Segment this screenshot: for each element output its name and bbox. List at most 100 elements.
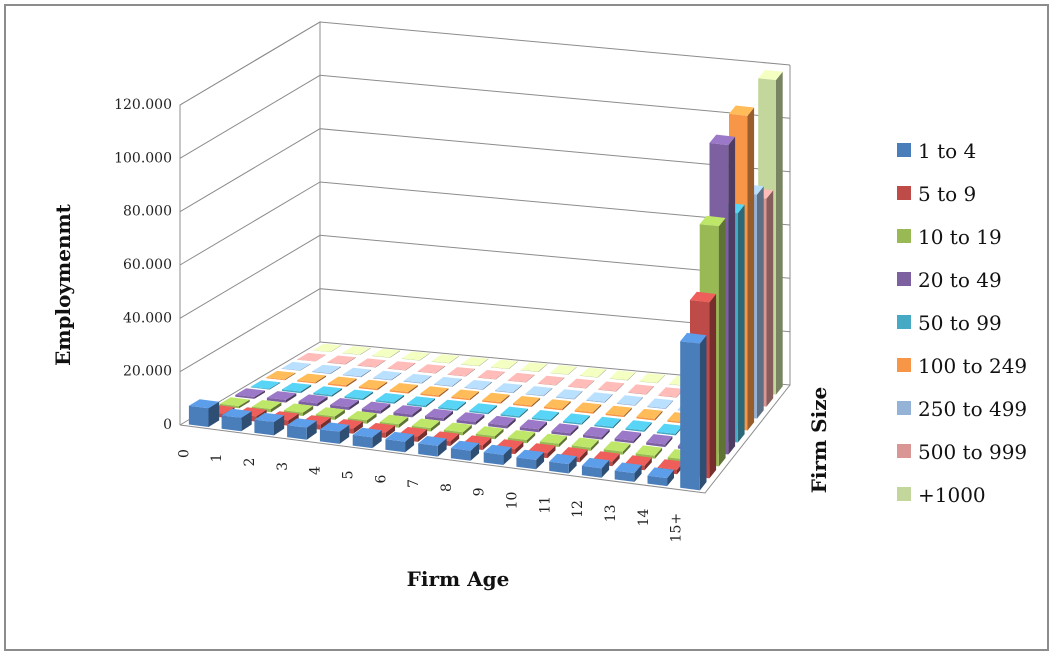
bar-side xyxy=(543,388,553,397)
bar xyxy=(235,388,265,399)
bar-side xyxy=(315,375,326,384)
bar-side xyxy=(439,388,449,397)
bar-side xyxy=(389,350,401,358)
bar xyxy=(605,405,632,418)
bar-side xyxy=(443,410,453,422)
bar-front xyxy=(580,375,598,378)
bar-front xyxy=(639,381,658,384)
bar xyxy=(357,358,386,368)
bar-top xyxy=(352,427,382,438)
bar-top xyxy=(635,445,663,456)
y-tick-label: 80.000 xyxy=(123,204,172,220)
bar-front xyxy=(319,429,340,444)
gridline xyxy=(179,21,791,106)
bar-side xyxy=(399,417,409,428)
legend-item: 500 to 999 xyxy=(897,440,1027,464)
bar-front xyxy=(605,413,625,418)
bar-front xyxy=(495,390,514,394)
bar-side xyxy=(601,460,610,478)
bar-side xyxy=(657,374,665,384)
bar xyxy=(297,352,326,362)
bar-top xyxy=(313,386,343,395)
bar-front xyxy=(250,386,270,390)
bar-front xyxy=(594,424,613,429)
bar xyxy=(254,412,285,436)
bar-top xyxy=(568,378,595,388)
bar-side xyxy=(531,397,541,407)
gridlines xyxy=(179,21,791,373)
bar-side xyxy=(665,400,674,409)
bar xyxy=(639,373,665,384)
bar-front xyxy=(464,387,483,390)
bar-top xyxy=(342,367,372,377)
bar-side xyxy=(728,136,736,455)
bar xyxy=(531,410,559,422)
x-tick-label: 13 xyxy=(603,504,619,522)
bar-top xyxy=(281,361,311,371)
bar-top xyxy=(690,291,717,303)
bar-top xyxy=(443,422,472,433)
bar-front xyxy=(352,434,373,449)
x-tick-label: 2 xyxy=(242,458,258,467)
bar xyxy=(583,426,610,440)
bar xyxy=(312,364,341,374)
bar-top xyxy=(571,437,599,448)
bar-side xyxy=(590,439,599,451)
bar-front xyxy=(188,405,209,427)
bar-front xyxy=(625,428,645,432)
bar-side xyxy=(513,384,523,394)
bar xyxy=(406,396,435,408)
bar-front xyxy=(281,368,300,371)
bar-front xyxy=(266,377,285,381)
bar-front xyxy=(568,386,586,389)
legend-swatch xyxy=(897,272,911,286)
bar-side xyxy=(456,401,466,411)
bar-front xyxy=(586,399,605,403)
bar-top xyxy=(298,394,328,404)
bar-top xyxy=(729,105,755,116)
bar xyxy=(580,367,607,378)
bar-front xyxy=(477,377,496,380)
bar-front xyxy=(636,416,655,421)
bar xyxy=(581,457,610,478)
bar-front xyxy=(513,403,532,407)
bar-front xyxy=(287,425,307,440)
x-tick-label: 4 xyxy=(308,466,324,475)
bar-top xyxy=(401,351,430,361)
bar-side xyxy=(538,421,547,433)
bar-side xyxy=(320,417,331,430)
bar-top xyxy=(550,365,577,375)
bar-side xyxy=(271,402,282,413)
bar-side xyxy=(586,380,595,389)
bar-top xyxy=(646,434,673,445)
bar-top xyxy=(251,400,282,409)
bar-top xyxy=(490,359,518,369)
bar-top xyxy=(456,412,485,422)
bar-top xyxy=(551,423,579,434)
bar-side xyxy=(380,403,391,414)
bar xyxy=(281,361,311,371)
bar-top xyxy=(580,367,607,378)
bar-top xyxy=(758,70,783,80)
bar-side xyxy=(495,371,505,380)
bar-top xyxy=(525,386,553,396)
bar-side xyxy=(525,374,535,383)
bar-top xyxy=(586,392,613,402)
bar-side xyxy=(644,422,652,432)
x-tick-label: 14 xyxy=(636,509,652,527)
bar-top xyxy=(188,399,220,409)
bar xyxy=(549,453,577,474)
bar-side xyxy=(508,361,518,370)
bar-side xyxy=(699,335,707,491)
gridline xyxy=(179,234,791,319)
bar xyxy=(425,408,453,422)
bar-side xyxy=(718,218,726,467)
bar xyxy=(500,406,528,418)
bar-top xyxy=(482,392,510,403)
bar-side xyxy=(634,465,642,482)
bar xyxy=(250,380,281,390)
bar-top xyxy=(560,447,588,458)
bar-side xyxy=(604,394,613,403)
bar-side xyxy=(346,378,357,387)
bar-top xyxy=(636,408,663,419)
